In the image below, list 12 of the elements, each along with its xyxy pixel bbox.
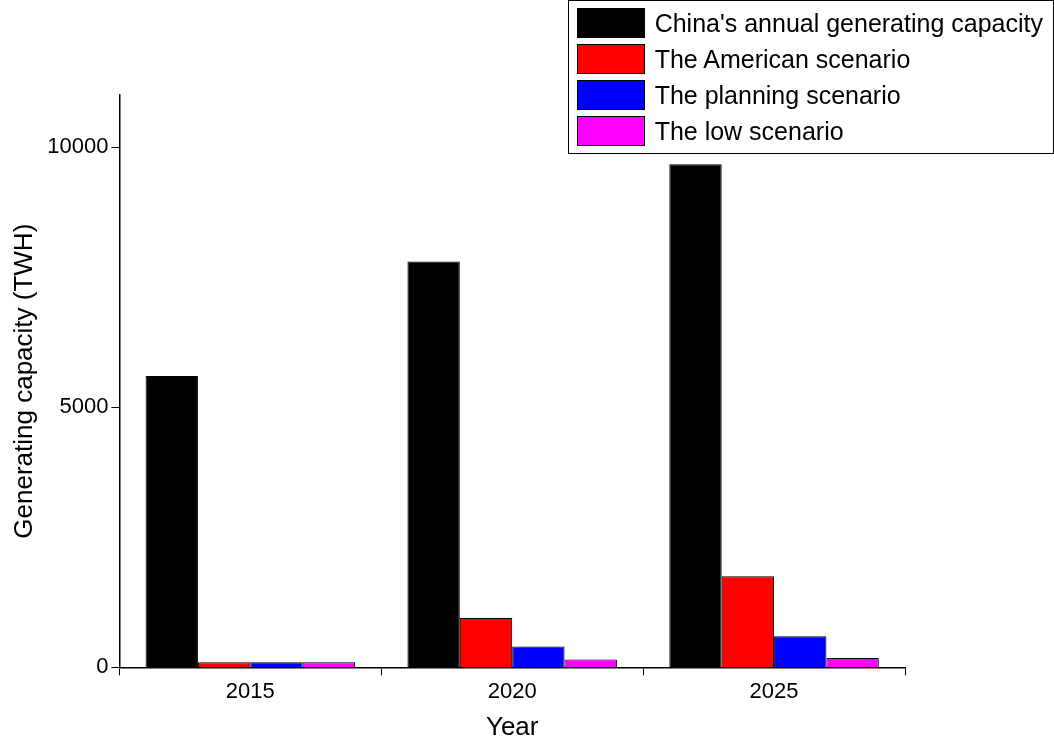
y-tick-label: 0 xyxy=(96,653,109,679)
x-axis-title: Year xyxy=(485,710,539,741)
x-tick-label: 2020 xyxy=(487,677,537,703)
x-tick-label: 2025 xyxy=(749,677,799,703)
legend-label: The planning scenario xyxy=(654,80,901,110)
y-tick-label: 5000 xyxy=(59,393,109,419)
legend-label: The low scenario xyxy=(654,116,844,146)
legend-label: The American scenario xyxy=(654,44,911,74)
x-tick-label: 2015 xyxy=(225,677,275,703)
y-tick-label: 10000 xyxy=(47,133,109,159)
y-axis-title: Generating capacity (TWH) xyxy=(7,223,38,539)
legend-label: China's annual generating capacity xyxy=(654,8,1043,38)
